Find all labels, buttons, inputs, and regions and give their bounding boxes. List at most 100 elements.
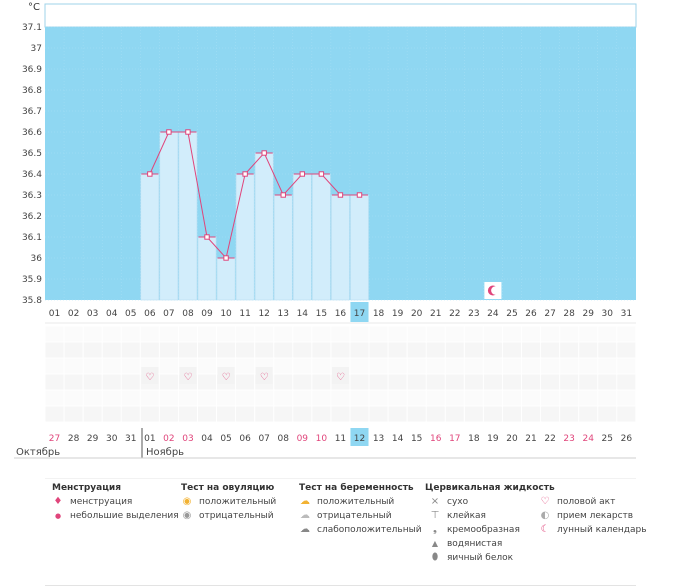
grid-cell [445, 326, 464, 342]
heart-icon: ♡ [260, 372, 269, 383]
highlight-day-box [350, 302, 369, 322]
grid-cell [159, 342, 178, 358]
legend-label: половой акт [557, 497, 616, 507]
grid-cell [426, 358, 445, 374]
grid-cell [502, 406, 521, 422]
small-drop-icon: ● [54, 512, 62, 520]
legend-label: небольшие выделения [70, 511, 179, 521]
cycle-day-label: 15 [411, 434, 422, 444]
temperature-point [185, 129, 191, 135]
day-label: 04 [106, 309, 118, 319]
day-label: 07 [163, 309, 174, 319]
intercourse-markers: ♡ ♡ ♡ ♡ ♡ [141, 367, 349, 384]
grid-cell [274, 358, 293, 374]
grid-cell [312, 390, 331, 406]
temperature-bar [140, 173, 160, 301]
grid-cell [274, 374, 293, 390]
grid-cell [426, 374, 445, 390]
temperature-point [337, 192, 344, 198]
legend-cervical-egg-white: ⬮ яичный белок [429, 553, 513, 564]
day-label: 03 [87, 309, 98, 319]
grid-cell [483, 390, 502, 406]
grid-cell [274, 342, 293, 358]
grid-cell [217, 406, 236, 422]
day-label: 31 [621, 309, 632, 319]
grid-cell [483, 358, 502, 374]
day-label: 19 [392, 309, 404, 319]
grid-cell [83, 390, 102, 406]
grid-cell [64, 390, 83, 406]
cycle-day-labels: 27 28 29 30 31 01 02 03 04 05 06 07 08 09 10 11 12 13 14 15… [49, 428, 632, 446]
grid-cell [617, 358, 636, 374]
grid-cell [197, 326, 217, 342]
heart-cell [255, 367, 273, 384]
grid-cell [83, 326, 102, 342]
legend-light-spotting: ● небольшие выделения [52, 511, 179, 521]
grid-cell [178, 390, 197, 406]
y-tick-label: 36.8 [22, 86, 42, 96]
heart-cell [331, 367, 349, 384]
grid-cell [617, 342, 636, 358]
temperature-point [166, 129, 172, 135]
temperature-bar [350, 194, 369, 301]
grid-cell [178, 342, 197, 358]
grid-cell [159, 374, 178, 390]
grid-cell [483, 374, 502, 390]
grid-cell [121, 406, 140, 422]
grid-cell [445, 406, 464, 422]
grid-cell [217, 342, 236, 358]
legend-ovulation-title: Тест на овуляцию [181, 483, 275, 493]
y-tick-label: 36.1 [22, 233, 42, 243]
grid-cell [45, 406, 64, 422]
grid-cell [617, 406, 636, 422]
grid-cell [522, 358, 541, 374]
grid-cell [579, 406, 598, 422]
temperature-point [204, 234, 210, 240]
grid-cell [64, 406, 83, 422]
grid-cell [197, 358, 217, 374]
y-tick-label: 37 [31, 44, 42, 54]
y-tick-label: 37.1 [22, 23, 42, 33]
grid-cell [45, 326, 64, 342]
grid-cell [369, 342, 388, 358]
legend-label: кремообразная [447, 525, 520, 535]
legend-moon-calendar: ☾ лунный календарь [539, 525, 647, 536]
grid-cell [407, 358, 426, 374]
grid-cell [388, 326, 407, 342]
unit-label: °C [28, 2, 40, 13]
grid-cell [464, 374, 483, 390]
y-tick-label: 36.9 [22, 65, 42, 75]
grid-cell [121, 358, 140, 374]
heart-icon: ♡ [540, 496, 550, 507]
grid-cell [541, 342, 560, 358]
grid-cell [483, 326, 502, 342]
creamy-icon: ❟ [433, 524, 437, 535]
grid-cell [407, 342, 426, 358]
weak-cloud-icon: ☁ [300, 524, 310, 535]
grid-cell [64, 342, 83, 358]
cycle-day-label: 24 [582, 434, 594, 444]
day-label: 10 [220, 309, 232, 319]
legend-label: положительный [199, 497, 277, 507]
grid-cell [159, 390, 178, 406]
cycle-day-label: 03 [182, 434, 193, 444]
negative-circle-icon: ◉ [182, 510, 192, 521]
grid-cell [369, 358, 388, 374]
grid-cell [598, 358, 617, 374]
grid-cell [197, 390, 217, 406]
legend-menstruation-title: Менструация [52, 483, 121, 493]
grid-cell [483, 406, 502, 422]
day-label: 23 [468, 309, 479, 319]
grid-cell [388, 358, 407, 374]
y-grid [45, 26, 636, 301]
grid-cell [522, 390, 541, 406]
cycle-day-label: 25 [602, 434, 613, 444]
day-label: 28 [563, 309, 575, 319]
grid-cell [236, 390, 255, 406]
day-label: 29 [582, 309, 594, 319]
grid-cell [350, 390, 369, 406]
day-label: 14 [297, 309, 309, 319]
bbt-chart: 37.1 37 36.9 36.8 36.7 36.6 36.5 36.4 36.3 36.2 36… [14, 2, 637, 459]
y-tick-label: 36.2 [22, 212, 42, 222]
grid-cell [102, 358, 121, 374]
